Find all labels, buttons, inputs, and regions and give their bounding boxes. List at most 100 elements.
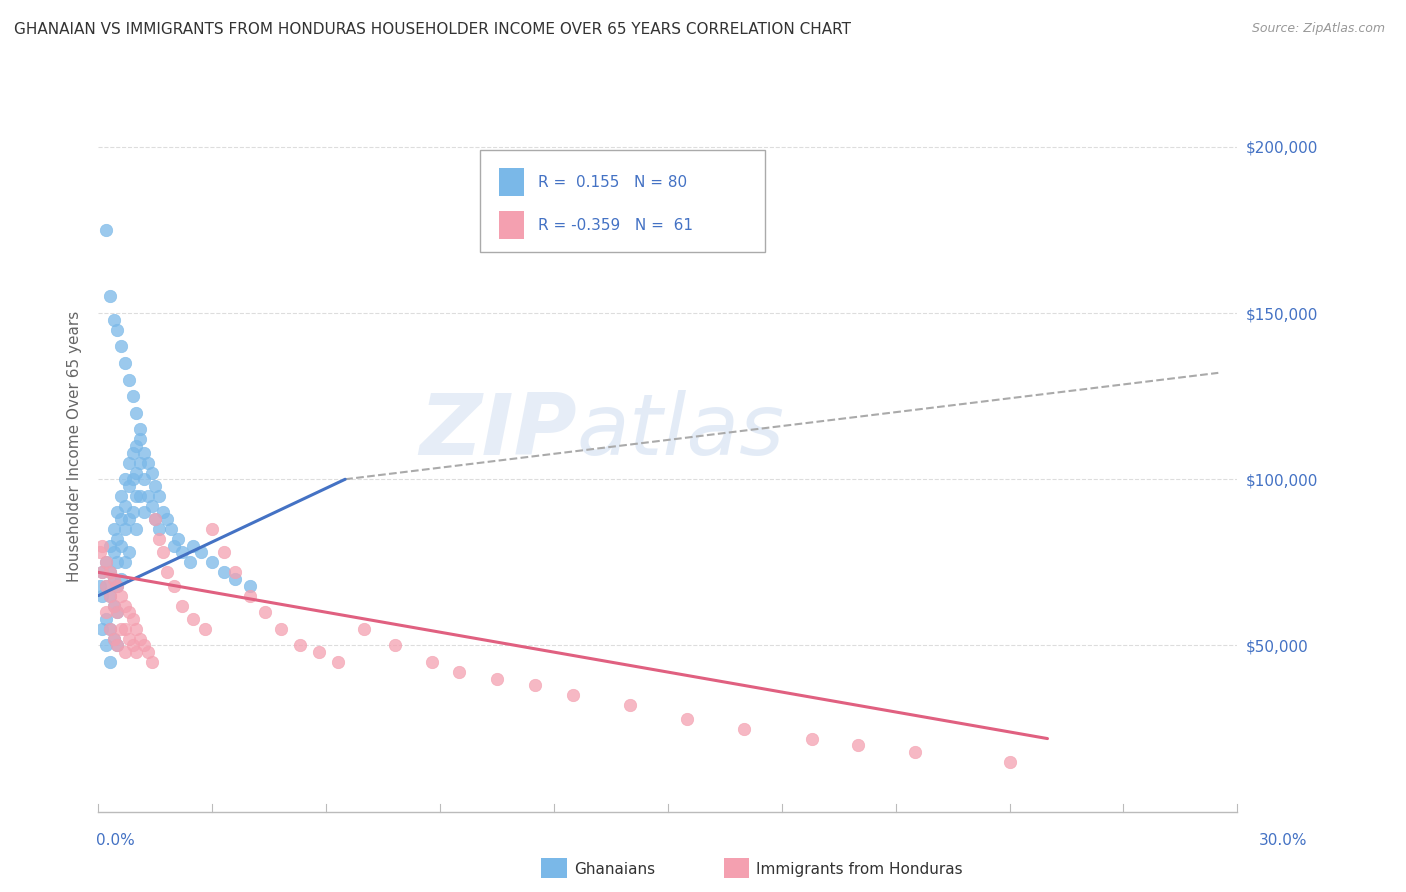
Point (110, 572, 132, 586)
Point (98, 622, 121, 636)
Point (167, 532, 190, 546)
Point (107, 506, 129, 520)
Point (114, 356, 136, 370)
Point (129, 422, 152, 436)
Point (422, 655, 444, 669)
Point (121, 445, 143, 459)
Point (170, 545, 193, 559)
Text: Immigrants from Honduras: Immigrants from Honduras (756, 863, 963, 877)
Point (148, 522, 170, 536)
Point (125, 489, 148, 503)
Point (110, 589, 132, 603)
Text: GHANAIAN VS IMMIGRANTS FROM HONDURAS HOUSEHOLDER INCOME OVER 65 YEARS CORRELATIO: GHANAIAN VS IMMIGRANTS FROM HONDURAS HOU… (14, 22, 851, 37)
Point (98, 589, 121, 603)
Point (118, 456, 141, 470)
Text: R = -0.359   N =  61: R = -0.359 N = 61 (538, 218, 693, 233)
Y-axis label: Householder Income Over 65 years: Householder Income Over 65 years (67, 310, 83, 582)
Point (110, 489, 132, 503)
Point (121, 639, 143, 653)
Point (449, 665, 471, 679)
Point (163, 539, 186, 553)
Point (103, 312, 125, 326)
Point (118, 512, 141, 526)
Point (288, 639, 311, 653)
Point (118, 632, 141, 646)
Point (270, 622, 292, 636)
Point (103, 545, 125, 559)
Point (190, 545, 212, 559)
Point (89, 545, 111, 559)
Point (224, 572, 246, 586)
Point (562, 689, 585, 703)
Point (125, 406, 148, 420)
Point (194, 622, 217, 636)
Point (132, 472, 155, 486)
Point (121, 472, 143, 486)
Point (94, 639, 117, 653)
Point (94, 555, 117, 569)
Point (145, 479, 167, 493)
Point (129, 489, 152, 503)
Point (121, 389, 143, 403)
Point (619, 698, 641, 713)
Point (212, 545, 235, 559)
Point (103, 632, 125, 646)
Point (91, 566, 114, 580)
Point (998, 755, 1021, 769)
Point (103, 572, 125, 586)
Point (326, 655, 349, 669)
Point (132, 445, 155, 459)
Point (163, 579, 186, 593)
Point (125, 522, 148, 536)
Point (94, 223, 117, 237)
Point (152, 545, 174, 559)
Point (524, 678, 547, 692)
Point (103, 599, 125, 613)
Point (107, 605, 129, 619)
Point (98, 622, 121, 636)
Point (904, 745, 927, 759)
Point (148, 489, 170, 503)
Point (107, 532, 129, 546)
Point (486, 672, 509, 686)
Point (170, 599, 193, 613)
Point (125, 645, 148, 659)
Point (141, 466, 163, 480)
Point (98, 655, 121, 669)
Point (114, 499, 136, 513)
Point (156, 566, 179, 580)
Point (94, 612, 117, 626)
Point (91, 622, 114, 636)
Point (384, 639, 406, 653)
Text: R =  0.155   N = 80: R = 0.155 N = 80 (538, 175, 688, 190)
Point (107, 639, 129, 653)
Point (98, 566, 121, 580)
Point (129, 433, 152, 447)
Point (183, 612, 205, 626)
Point (224, 566, 246, 580)
Point (114, 555, 136, 569)
Point (118, 545, 141, 559)
Point (103, 632, 125, 646)
Point (107, 605, 129, 619)
Point (239, 579, 262, 593)
Point (98, 539, 121, 553)
Point (94, 555, 117, 569)
Point (107, 639, 129, 653)
Point (103, 572, 125, 586)
Text: 30.0%: 30.0% (1260, 833, 1308, 847)
Point (110, 622, 132, 636)
Point (114, 622, 136, 636)
Point (94, 579, 117, 593)
Point (141, 655, 163, 669)
Point (156, 512, 179, 526)
Point (114, 645, 136, 659)
Point (201, 522, 224, 536)
Point (676, 712, 699, 726)
Point (254, 605, 277, 619)
Text: ZIP: ZIP (419, 390, 576, 473)
Point (98, 289, 121, 303)
Point (148, 532, 170, 546)
Point (94, 605, 117, 619)
Text: 0.0%: 0.0% (96, 833, 135, 847)
